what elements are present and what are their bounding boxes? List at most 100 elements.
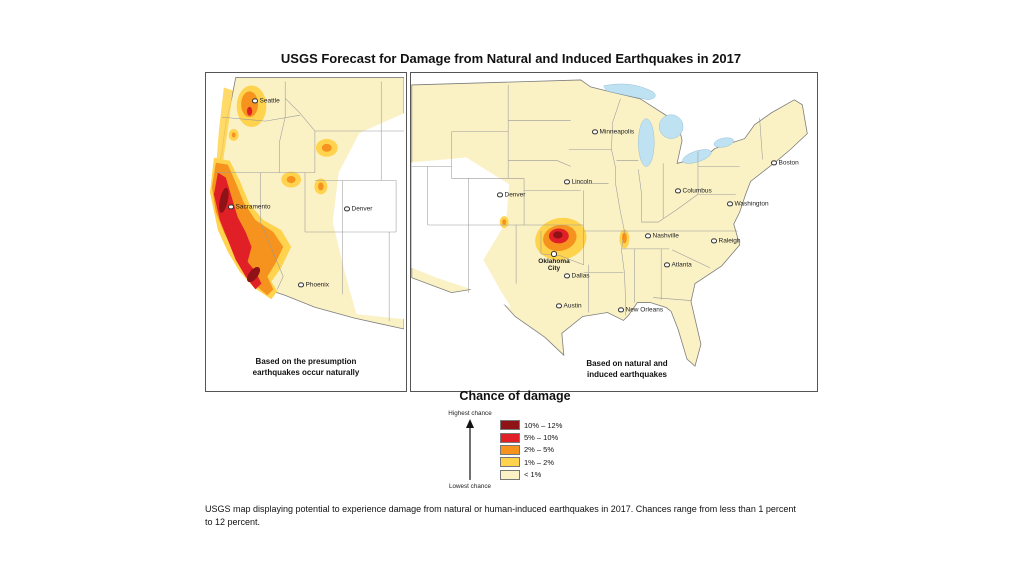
city-phoenix: Phoenix: [298, 281, 329, 288]
city-label: Denver: [504, 191, 526, 199]
legend-arrow-column: Highest chance Lowest chance: [442, 410, 498, 490]
conus-map: [411, 79, 808, 367]
norcal-extreme-spot: [219, 187, 229, 213]
caption-line: Based on the presumption: [255, 357, 357, 367]
city-marker: [645, 233, 651, 239]
legend-row-label: 10% – 12%: [524, 420, 563, 430]
wasatch-hazard-core: [318, 182, 324, 191]
west-us-map: [209, 77, 404, 330]
swatch-lt1: [500, 469, 520, 480]
city-marker: [711, 238, 717, 244]
caption-line: induced earthquakes: [586, 369, 668, 379]
legend-row: 5% – 10%: [500, 432, 562, 443]
no-data-region: [332, 113, 404, 320]
city-label: Washington: [734, 200, 769, 208]
city-label: Austin: [563, 302, 582, 310]
city-label: Denver: [351, 205, 373, 213]
city-nashville: Nashville: [645, 232, 679, 239]
lake-michigan: [638, 118, 655, 167]
caption-line: Based on natural and: [586, 359, 668, 368]
city-minneapolis: Minneapolis: [592, 128, 634, 135]
city-marker: [592, 129, 598, 135]
raton-hazard-core: [502, 219, 507, 226]
oklahoma-hotspot-core: [553, 231, 563, 239]
city-austin: Austin: [556, 302, 582, 309]
no-data-region: [411, 157, 512, 308]
city-label: Phoenix: [305, 281, 330, 289]
city-marker: [675, 188, 681, 194]
city-denver-right: Denver: [497, 191, 525, 198]
legend-row: < 1%: [500, 469, 562, 480]
conus-land: [411, 79, 808, 367]
city-dallas: Dallas: [564, 272, 590, 279]
city-marker: [344, 206, 350, 212]
legend-rows: 10% – 12% 5% – 10% 2% – 5% 1% – 2% < 1%: [498, 410, 562, 490]
city-seattle: Seattle: [252, 97, 280, 104]
city-marker: [664, 262, 670, 268]
induced-earthquakes-map-panel: Minneapolis Boston Lincoln Columbus Wash…: [410, 72, 818, 392]
seattle-hazard-red: [246, 106, 253, 116]
legend-row-label: 2% – 5%: [524, 445, 555, 455]
city-label: Boston: [778, 159, 799, 167]
city-boston: Boston: [771, 159, 799, 166]
city-marker: [228, 204, 234, 210]
city-marker: [298, 282, 304, 288]
legend: Chance of damage Highest chance Lowest c…: [430, 389, 660, 490]
city-marker: [497, 192, 503, 198]
city-washington: Washington: [727, 200, 769, 207]
right-map-caption: Based on natural and induced earthquakes: [559, 359, 695, 381]
yellowstone-hazard-core: [321, 143, 332, 152]
city-label: Minneapolis: [599, 128, 635, 136]
city-marker: [727, 201, 733, 207]
legend-row: 2% – 5%: [500, 444, 562, 455]
city-lincoln: Lincoln: [564, 178, 592, 185]
socal-extreme-spot: [247, 267, 261, 283]
city-marker: [618, 307, 624, 313]
swatch-2-5: [500, 444, 520, 455]
city-marker: [564, 179, 570, 185]
figure-title: USGS Forecast for Damage from Natural an…: [280, 51, 742, 66]
city-oklahoma-city: Oklahoma City: [535, 251, 573, 272]
legend-highest-label: Highest chance: [448, 410, 492, 417]
lake-superior: [603, 83, 656, 101]
nevada-hazard-core: [286, 175, 296, 184]
lake-ontario: [713, 137, 734, 148]
city-new-orleans: New Orleans: [618, 306, 663, 313]
legend-body: Highest chance Lowest chance 10% – 12% 5…: [430, 410, 660, 490]
city-marker: [551, 251, 557, 257]
city-marker: [771, 160, 777, 166]
city-label: Dallas: [571, 272, 590, 280]
swatch-5-10: [500, 432, 520, 443]
city-sacramento: Sacramento: [228, 203, 271, 210]
legend-row: 1% – 2%: [500, 457, 562, 468]
city-marker: [564, 273, 570, 279]
caption-line: earthquakes occur naturally: [252, 368, 360, 378]
new-madrid-hazard-core: [622, 232, 627, 244]
left-map-caption: Based on the presumption earthquakes occ…: [206, 357, 406, 379]
natural-earthquakes-map-panel: Seattle Sacramento Denver Phoenix Based …: [205, 72, 407, 392]
city-columbus: Columbus: [675, 187, 712, 194]
city-label: New Orleans: [625, 306, 664, 314]
city-label: Seattle: [259, 97, 280, 105]
city-label: Oklahoma City: [538, 257, 570, 272]
city-raleigh: Raleigh: [711, 237, 741, 244]
legend-lowest-label: Lowest chance: [448, 482, 491, 490]
city-label: Atlanta: [671, 261, 692, 269]
up-arrow-icon: [466, 418, 474, 480]
state-boundaries: [215, 81, 404, 322]
swatch-1-2: [500, 457, 520, 468]
portland-hazard-core: [231, 132, 236, 138]
city-denver-left: Denver: [344, 205, 372, 212]
legend-title: Chance of damage: [459, 389, 571, 403]
figure-footer-caption: USGS map displaying potential to experie…: [205, 504, 796, 528]
city-label: Sacramento: [235, 203, 271, 211]
city-marker: [556, 303, 562, 309]
legend-row-label: 1% – 2%: [524, 457, 555, 467]
city-label: Columbus: [682, 187, 712, 195]
seattle-hazard-core: [241, 91, 258, 118]
city-label: Lincoln: [571, 178, 593, 186]
legend-row: 10% – 12%: [500, 420, 563, 431]
city-atlanta: Atlanta: [664, 261, 692, 268]
lake-erie: [682, 149, 712, 164]
